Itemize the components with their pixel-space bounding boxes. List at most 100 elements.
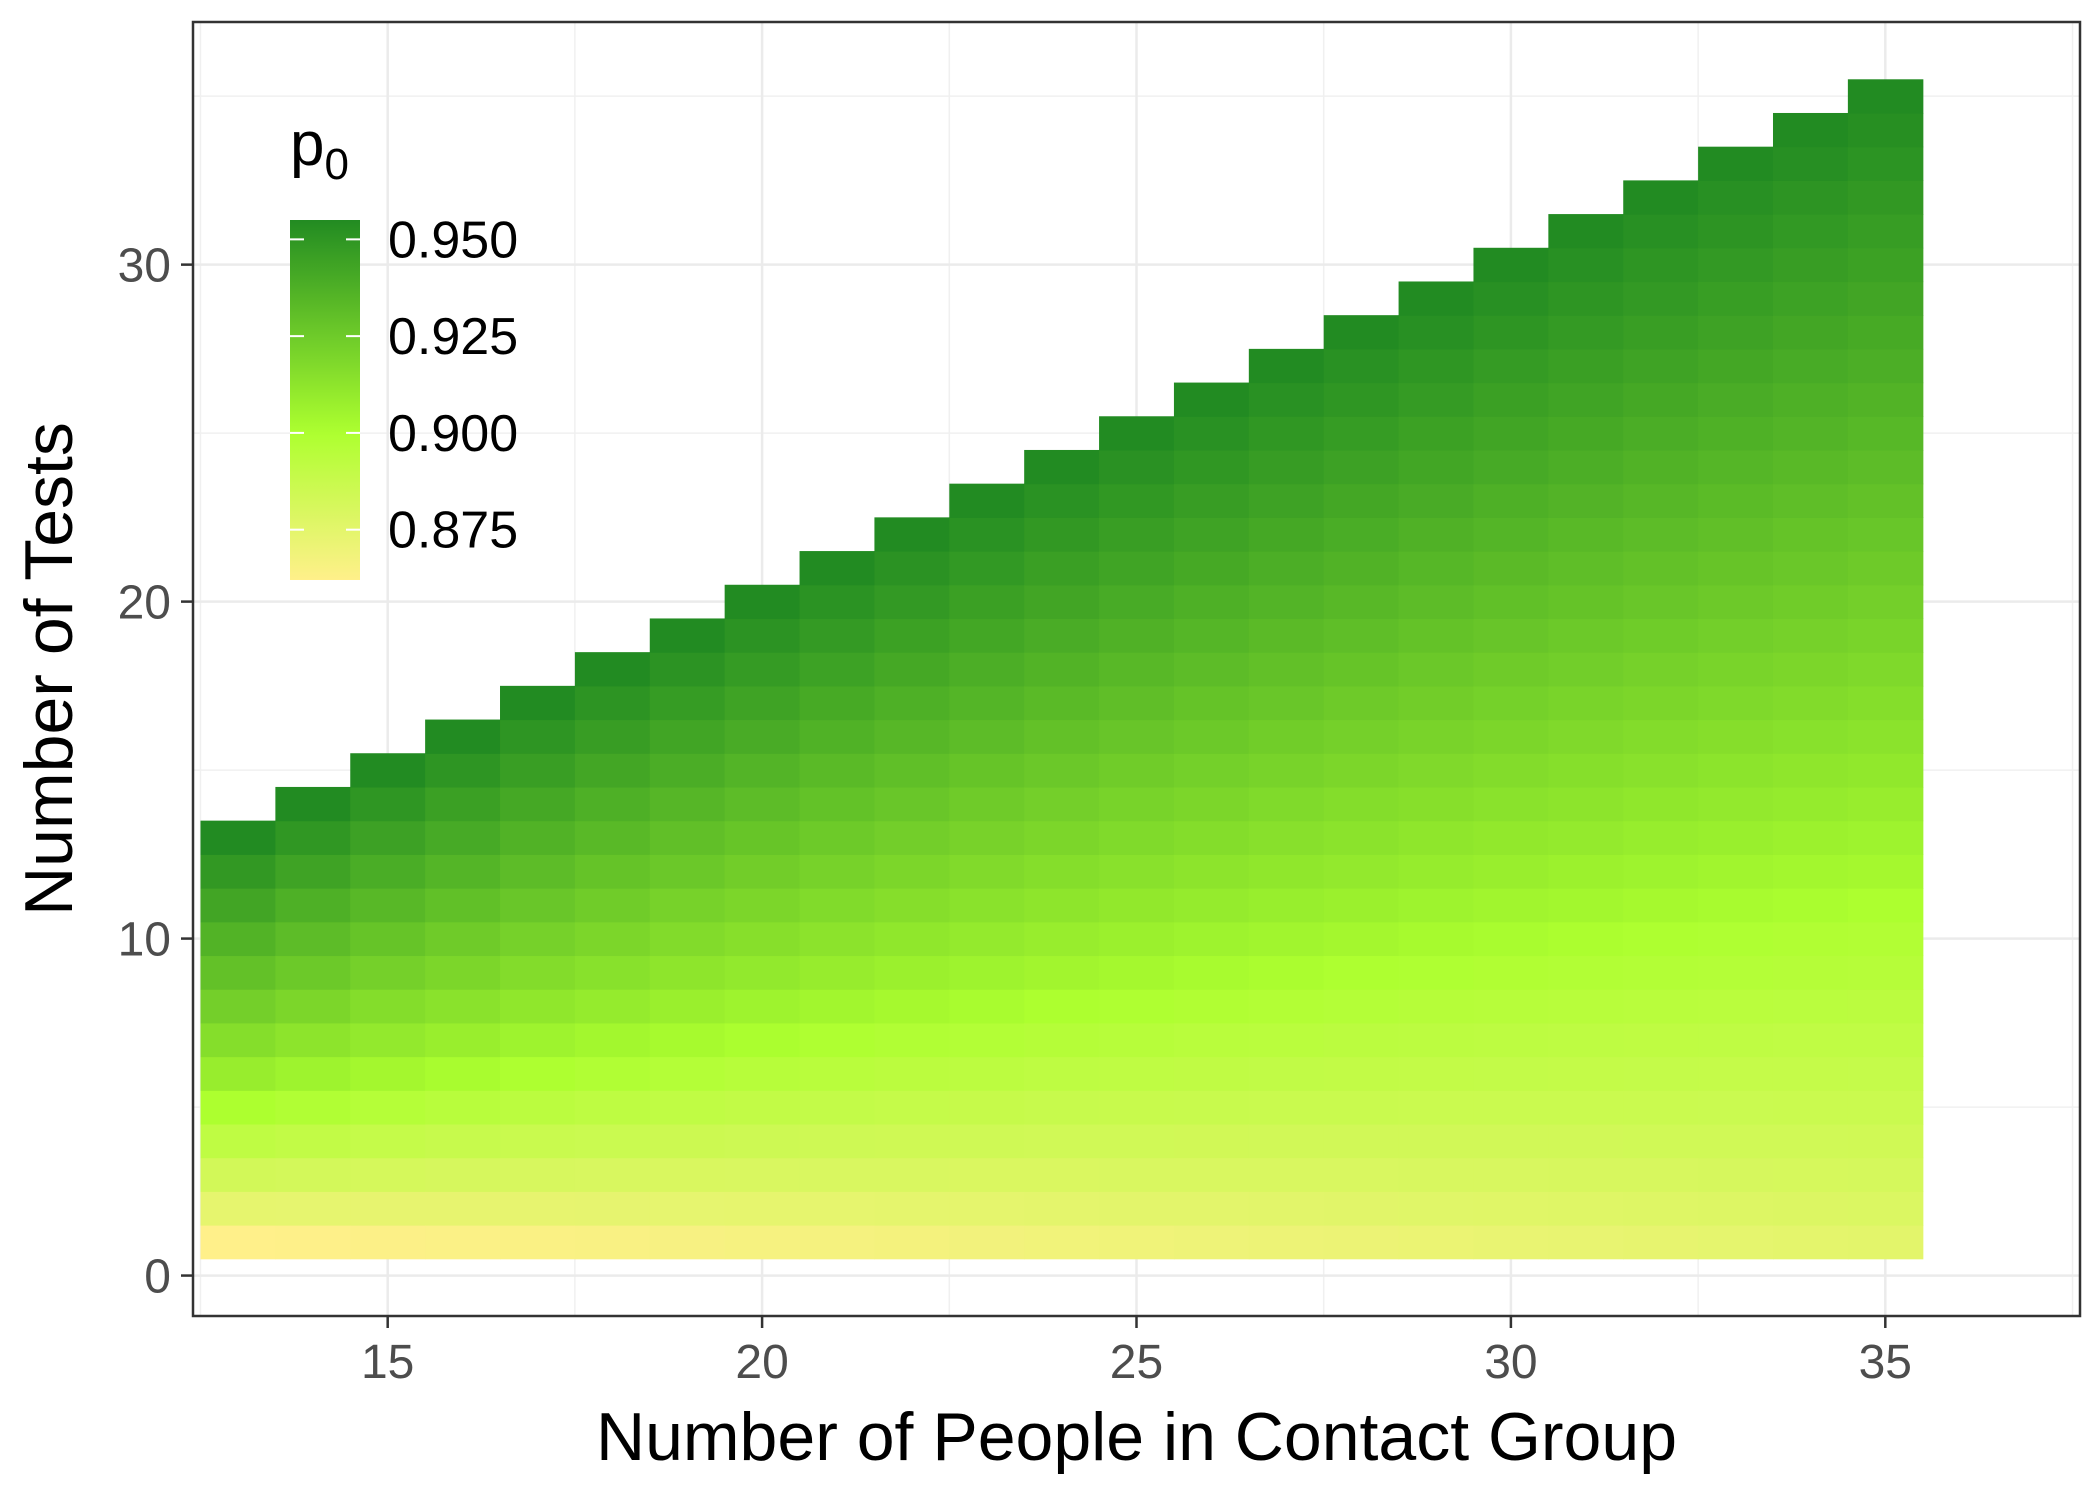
heatmap-tile [1623, 551, 1699, 586]
heatmap-tile [1173, 1022, 1250, 1058]
heatmap-tile [799, 685, 876, 721]
heatmap-tile [1323, 888, 1400, 923]
heatmap-tile [275, 989, 351, 1024]
heatmap-tile [1173, 483, 1250, 518]
heatmap-tile [1473, 517, 1549, 552]
heatmap-tile [1623, 180, 1699, 215]
heatmap-tile [1024, 921, 1100, 957]
heatmap-tile [649, 955, 726, 990]
heatmap-tile [1548, 1123, 1624, 1159]
heatmap-tile [1847, 854, 1924, 889]
heatmap-tile [1698, 247, 1774, 283]
heatmap-tile [1698, 753, 1774, 788]
heatmap-tile [649, 820, 726, 855]
heatmap-tile [1473, 449, 1549, 485]
heatmap-tile [425, 1056, 501, 1091]
heatmap-tile [350, 921, 426, 957]
heatmap-tile [724, 1191, 801, 1226]
heatmap-tile [200, 955, 276, 990]
heatmap-tile [1772, 483, 1849, 518]
heatmap-tile [1248, 517, 1325, 552]
heatmap-tile [1623, 820, 1699, 855]
heatmap-tile [799, 820, 876, 855]
heatmap-tile [1024, 955, 1100, 990]
heatmap-tile [1024, 989, 1100, 1024]
heatmap-tile [574, 1022, 651, 1058]
heatmap-tile [799, 888, 876, 923]
heatmap-tile [1698, 652, 1774, 687]
heatmap-tile [949, 1056, 1025, 1091]
heatmap-tile [1623, 786, 1699, 822]
heatmap-tile [500, 820, 576, 855]
heatmap-tile [874, 685, 950, 721]
heatmap-tile [1099, 786, 1175, 822]
heatmap-tile [1548, 214, 1624, 249]
legend-label: 0.900 [388, 405, 518, 463]
heatmap-tile [1623, 854, 1699, 889]
heatmap-tile [1847, 584, 1924, 620]
heatmap-tile [1847, 888, 1924, 923]
heatmap-tile [1698, 719, 1774, 754]
heatmap-tile [1847, 348, 1924, 384]
heatmap-tile [1099, 719, 1175, 754]
heatmap-tile [1173, 820, 1250, 855]
y-axis-title: Number of Tests [11, 422, 87, 916]
heatmap-tile [350, 854, 426, 889]
heatmap-tile [1698, 180, 1774, 215]
heatmap-tile [1323, 1225, 1400, 1260]
y-tick-label: 10 [118, 914, 171, 967]
heatmap-tile [1847, 820, 1924, 855]
heatmap-tile [1698, 584, 1774, 620]
heatmap-tile [275, 1191, 351, 1226]
heatmap-tile [574, 786, 651, 822]
heatmap-tile [1473, 786, 1549, 822]
heatmap-tile [1323, 1157, 1400, 1192]
heatmap-tile [275, 1056, 351, 1091]
heatmap-tile [1698, 820, 1774, 855]
heatmap-tile [1173, 1090, 1250, 1125]
heatmap-tile [1623, 989, 1699, 1024]
heatmap-tile [874, 753, 950, 788]
heatmap-tile [574, 888, 651, 923]
heatmap-tile [1473, 1090, 1549, 1125]
heatmap-tile [1398, 1090, 1475, 1125]
heatmap-tile [1398, 1022, 1475, 1058]
heatmap-tile [874, 1056, 950, 1091]
heatmap-tile [799, 955, 876, 990]
heatmap-tile [1847, 1090, 1924, 1125]
heatmap-tile [799, 1056, 876, 1091]
heatmap-tile [649, 719, 726, 754]
heatmap-tile [1248, 1157, 1325, 1192]
heatmap-tile [949, 1090, 1025, 1125]
heatmap-tile [1248, 955, 1325, 990]
heatmap-tile [1173, 786, 1250, 822]
heatmap-tile [1248, 382, 1325, 417]
heatmap-tile [1772, 584, 1849, 620]
heatmap-tile [799, 719, 876, 754]
heatmap-tile [1847, 921, 1924, 957]
heatmap-tile [1698, 1123, 1774, 1159]
heatmap-tile [1473, 382, 1549, 417]
heatmap-tile [200, 1022, 276, 1058]
heatmap-tile [874, 652, 950, 687]
heatmap-tile [1323, 1090, 1400, 1125]
heatmap-tile [1473, 247, 1549, 283]
heatmap-tile [574, 1191, 651, 1226]
heatmap-tile [874, 1225, 950, 1260]
heatmap-tile [1772, 820, 1849, 855]
heatmap-tile [1173, 1225, 1250, 1260]
heatmap-tile [1398, 1157, 1475, 1192]
heatmap-tile [1323, 382, 1400, 417]
heatmap-tile [1548, 652, 1624, 687]
heatmap-tile [1698, 416, 1774, 451]
heatmap-tile [1024, 584, 1100, 620]
heatmap-tile [350, 1056, 426, 1091]
heatmap-tile [1847, 989, 1924, 1024]
heatmap-tile [1772, 517, 1849, 552]
heatmap-tile [1847, 1123, 1924, 1159]
heatmap-tile [1248, 1191, 1325, 1226]
heatmap-tile [1623, 1157, 1699, 1192]
heatmap-tile [350, 1157, 426, 1192]
heatmap-tile [1323, 854, 1400, 889]
